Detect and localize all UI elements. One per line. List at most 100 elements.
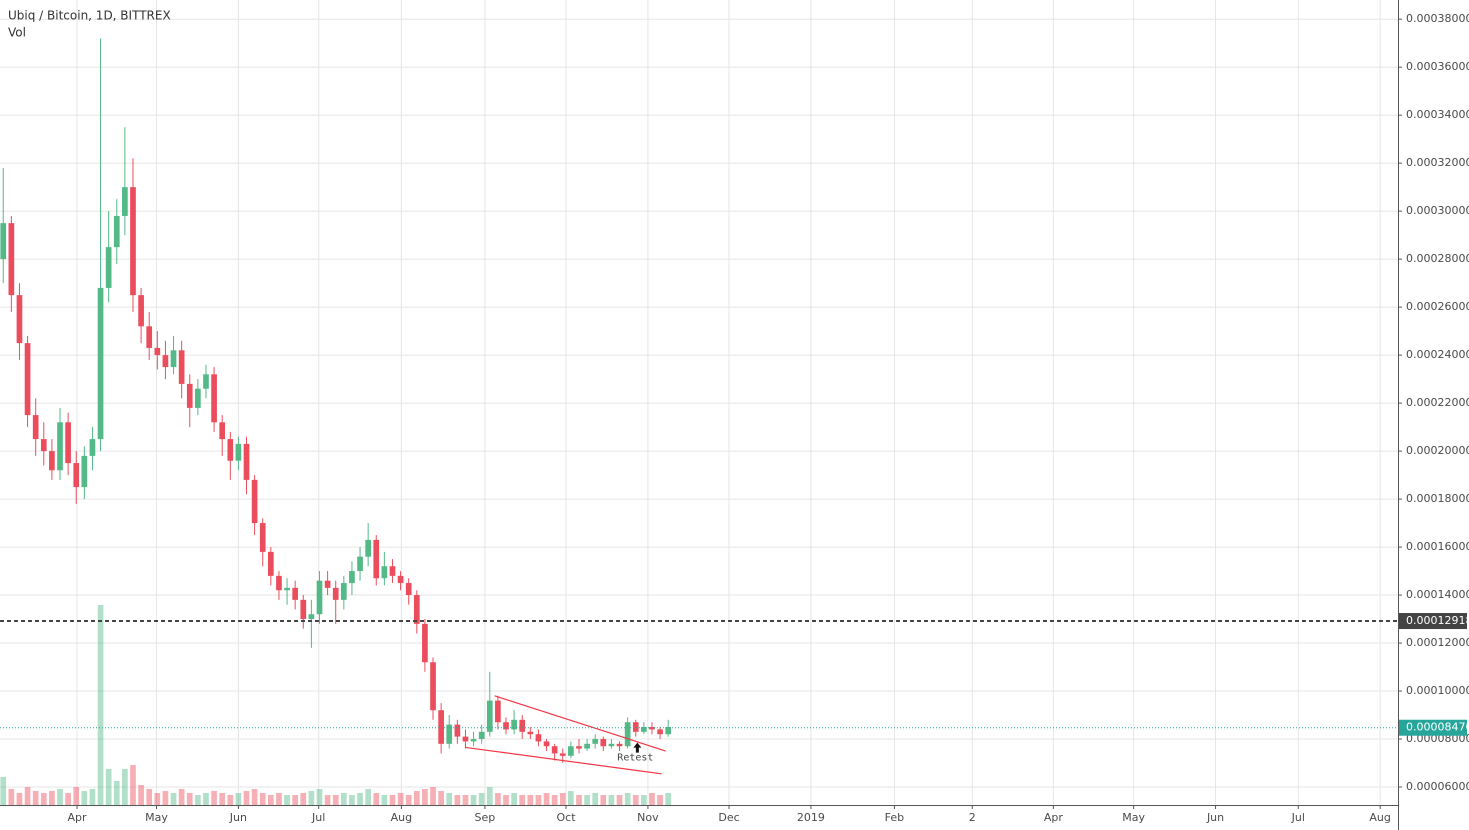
volume-bar [568, 791, 574, 805]
volume-bar [511, 793, 517, 805]
trend-line [465, 746, 662, 775]
candle-body [162, 355, 169, 368]
volume-bar [268, 795, 274, 805]
candle-body [559, 753, 566, 756]
volume-bar [89, 789, 96, 805]
candle-body [89, 439, 96, 456]
volume-bar [243, 791, 250, 805]
volume-bar [357, 793, 363, 805]
volume-bar [219, 793, 226, 805]
x-tick-label: Dec [718, 811, 739, 824]
candle-body [543, 741, 550, 747]
candle-body [57, 422, 63, 471]
y-tick-label: 0.00038000 [1406, 12, 1469, 25]
volume-bar [649, 793, 655, 805]
candle-body [349, 571, 355, 584]
x-tick-label: May [145, 811, 168, 824]
candle-body [324, 580, 331, 588]
candle-body [641, 727, 647, 732]
x-tick-label: Jul [311, 811, 325, 824]
candle-body [340, 583, 347, 600]
volume-bar [203, 793, 209, 805]
candle-body [519, 719, 526, 732]
chart-subtitle: Vol [8, 26, 26, 40]
candle-body [430, 662, 436, 711]
volume-bar [413, 791, 420, 805]
volume-bar [616, 795, 623, 805]
candle-body [308, 614, 315, 620]
volume-bar [0, 777, 7, 805]
volume-bar [559, 793, 566, 805]
y-tick-label: 0.00024000 [1406, 348, 1469, 361]
candle-body [405, 583, 412, 596]
volume-bar [8, 789, 15, 805]
volume-bar [462, 795, 469, 805]
candle-body [503, 722, 509, 730]
y-tick-label: 0.00036000 [1406, 60, 1469, 73]
y-tick-label: 0.00030000 [1406, 204, 1469, 217]
candle-body [40, 439, 47, 452]
volume-bar [24, 787, 31, 805]
candle-body [365, 539, 371, 557]
volume-bar [259, 793, 266, 805]
candle-body [316, 580, 323, 615]
volume-bar [105, 769, 112, 805]
x-tick-label: Jun [1206, 811, 1224, 824]
y-tick-label: 0.00026000 [1406, 300, 1469, 313]
price-level-label: 0.00012918 [1406, 614, 1469, 627]
volume-bar [592, 793, 599, 805]
y-tick-label: 0.00006000 [1406, 780, 1469, 793]
x-tick-label: Aug [391, 811, 412, 824]
candle-body [235, 443, 242, 461]
volume-bar [454, 795, 461, 805]
volume-bar [49, 791, 55, 805]
volume-bar [584, 795, 590, 805]
candle-body [608, 743, 615, 747]
volume-bar [186, 793, 193, 805]
x-tick-label: Apr [1044, 811, 1064, 824]
x-tick-label: Jun [229, 811, 247, 824]
candle-body [373, 539, 380, 579]
candle-body [186, 383, 193, 408]
candle-body [300, 599, 307, 620]
volume-bar [486, 787, 493, 805]
candle-body [178, 350, 185, 384]
volume-bar [81, 791, 88, 805]
candle-body [65, 422, 71, 464]
candle-body [665, 727, 672, 735]
y-tick-label: 0.00028000 [1406, 252, 1469, 265]
y-tick-label: 0.00020000 [1406, 444, 1469, 457]
volume-bar [162, 791, 169, 805]
y-tick-label: 0.00012000 [1406, 636, 1469, 649]
volume-bar [624, 793, 631, 805]
volume-bar [276, 793, 282, 805]
volume-bar [430, 787, 436, 805]
volume-bar [122, 769, 128, 805]
volume-bar [211, 791, 217, 805]
volume-bar [138, 785, 144, 805]
volume-bar [178, 789, 185, 805]
volume-bar [373, 793, 380, 805]
volume-bar [641, 795, 647, 805]
x-tick-label: May [1122, 811, 1145, 824]
candle-body [446, 724, 453, 744]
volume-bar [308, 791, 315, 805]
candle-body [146, 326, 153, 348]
volume-bar [405, 795, 412, 805]
volume-bar [40, 793, 47, 805]
volume-bar [527, 795, 534, 805]
volume-bar [438, 791, 444, 805]
volume-bar [600, 795, 607, 805]
candle-body [73, 463, 80, 488]
volume-bar [300, 793, 307, 805]
x-tick-label: 2019 [797, 811, 825, 824]
candle-body [511, 719, 517, 730]
candle-body [97, 287, 104, 440]
annotation-text: Retest [617, 753, 653, 764]
candle-body [462, 736, 469, 742]
candle-body [211, 374, 217, 423]
candle-body [438, 710, 444, 744]
volume-bar [519, 795, 526, 805]
y-tick-label: 0.00022000 [1406, 396, 1469, 409]
